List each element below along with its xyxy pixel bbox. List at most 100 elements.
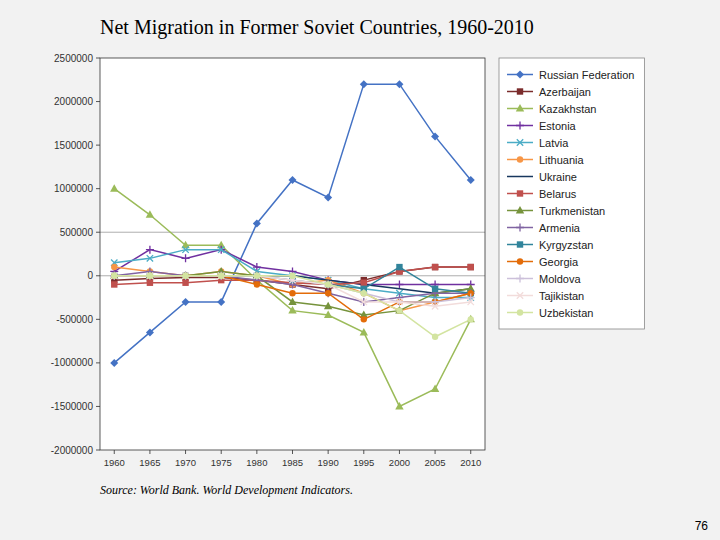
point-marker (324, 280, 332, 288)
source-note: Source: World Bank. World Development In… (100, 483, 353, 497)
point-marker (182, 273, 188, 279)
y-tick (96, 319, 100, 320)
legend-marker (517, 258, 523, 264)
point-marker (110, 272, 118, 280)
y-tick-label: 500000 (60, 227, 94, 238)
legend-marker (517, 309, 523, 315)
point-marker (432, 334, 438, 340)
legend-label: Armenia (539, 222, 581, 234)
point-marker (111, 273, 117, 279)
y-tick (96, 58, 100, 59)
point-marker (396, 264, 402, 270)
y-tick (96, 188, 100, 189)
y-tick (96, 406, 100, 407)
chart: Net Migration in Former Soviet Countries… (0, 0, 720, 540)
point-marker (361, 280, 367, 286)
series-line (114, 276, 470, 320)
point-marker (396, 307, 402, 313)
legend-label: Belarus (539, 188, 577, 200)
point-marker (147, 273, 153, 279)
x-tick (256, 450, 257, 454)
point-marker (111, 273, 117, 279)
point-marker (182, 254, 190, 262)
y-tick-label: 1000000 (54, 183, 93, 194)
point-marker (147, 273, 153, 279)
point-marker (146, 246, 154, 254)
point-marker (467, 176, 475, 184)
point-marker (361, 299, 367, 305)
legend-label: Russian Federation (539, 69, 634, 81)
x-tick-label: 1980 (246, 457, 267, 468)
point-marker (288, 297, 296, 305)
x-tick-label: 1990 (318, 457, 339, 468)
x-tick (328, 450, 329, 454)
point-marker (182, 273, 188, 279)
point-marker (395, 280, 403, 288)
legend-label: Kyrgyzstan (539, 239, 593, 251)
legend-marker (516, 71, 524, 79)
point-marker (146, 272, 154, 280)
legend-label: Turkmenistan (539, 205, 605, 217)
point-marker (147, 273, 153, 279)
point-marker (467, 294, 475, 302)
point-marker (395, 80, 403, 88)
point-marker (325, 281, 331, 287)
legend-label: Lithuania (539, 154, 585, 166)
point-marker (217, 298, 225, 306)
legend-marker (516, 206, 524, 214)
x-tick (149, 450, 150, 454)
x-tick-label: 2000 (389, 457, 410, 468)
series-layer (110, 80, 475, 409)
point-marker (288, 306, 296, 314)
point-marker (111, 273, 117, 279)
legend-label: Tajikistan (539, 290, 584, 302)
page-number: 76 (695, 519, 709, 533)
point-marker (218, 273, 224, 279)
x-tick (114, 450, 115, 454)
y-tick (96, 362, 100, 363)
point-marker (217, 272, 225, 280)
y-tick (96, 232, 100, 233)
y-tick-label: 2000000 (54, 96, 93, 107)
point-marker (217, 272, 225, 280)
point-marker (111, 281, 117, 287)
series-line (114, 276, 470, 337)
legend-label: Kazakhstan (539, 103, 596, 115)
point-marker (146, 328, 154, 336)
series-line (114, 189, 470, 407)
point-marker (432, 264, 438, 270)
legend-marker (517, 190, 523, 196)
y-tick-label: -2000000 (51, 445, 94, 456)
point-marker (395, 402, 403, 410)
point-marker (289, 273, 295, 279)
y-tick-label: 1500000 (54, 140, 93, 151)
point-marker (146, 210, 154, 218)
point-marker (289, 290, 295, 296)
legend-label: Uzbekistan (539, 307, 593, 319)
point-marker (253, 220, 261, 228)
series-line (114, 267, 470, 293)
point-marker (110, 271, 118, 279)
point-marker (182, 273, 188, 279)
legend-label: Moldova (539, 273, 581, 285)
x-tick-label: 1970 (175, 457, 196, 468)
point-marker (468, 299, 474, 305)
x-tick (221, 450, 222, 454)
point-marker (361, 316, 367, 322)
point-marker (324, 302, 332, 310)
point-marker (182, 273, 188, 279)
point-marker (254, 281, 260, 287)
point-marker (431, 132, 439, 140)
point-marker (254, 273, 260, 279)
x-tick-label: 2010 (460, 457, 481, 468)
point-marker (218, 273, 224, 279)
y-tick (96, 275, 100, 276)
point-marker (147, 273, 153, 279)
x-tick (363, 450, 364, 454)
legend-marker (516, 104, 524, 112)
point-marker (431, 298, 439, 306)
point-marker (432, 264, 438, 270)
point-marker (325, 281, 331, 287)
point-marker (432, 303, 438, 309)
y-tick-label: -1500000 (51, 401, 94, 412)
